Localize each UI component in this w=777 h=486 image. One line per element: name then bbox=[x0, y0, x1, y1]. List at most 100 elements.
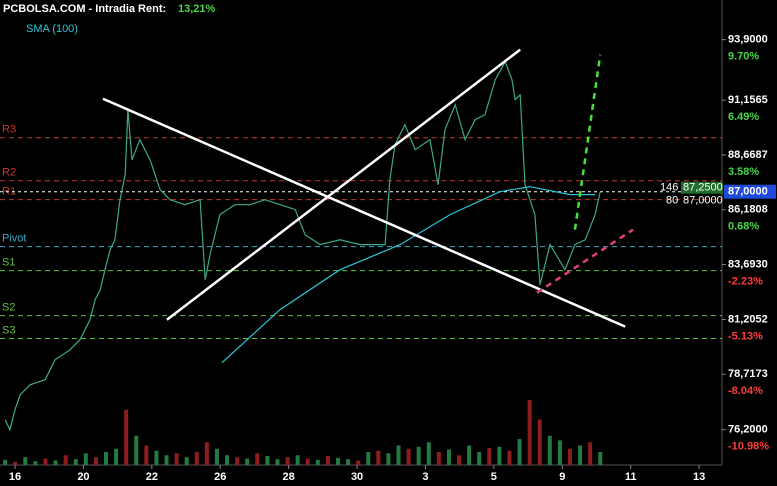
last-price-box bbox=[724, 184, 776, 199]
volume-bar bbox=[335, 457, 340, 465]
x-tick-label: 28 bbox=[283, 471, 295, 483]
ask-price: 87,0000 bbox=[683, 195, 723, 207]
y-tick-change: -8.04% bbox=[728, 385, 763, 397]
level-label: R3 bbox=[2, 124, 16, 136]
x-tick-label: 22 bbox=[146, 471, 158, 483]
trend-line bbox=[166, 48, 521, 321]
legend-entry: SMA (100) bbox=[26, 23, 78, 35]
y-tick-change: 6.49% bbox=[728, 111, 759, 123]
x-tick-label: 16 bbox=[9, 471, 21, 483]
volume-bar bbox=[73, 459, 78, 465]
volume-bar bbox=[93, 457, 98, 465]
y-tick-change: 9.70% bbox=[728, 51, 759, 63]
volume-bar bbox=[204, 442, 209, 465]
volume-bar bbox=[235, 457, 240, 465]
volume-bar bbox=[23, 457, 28, 465]
volume-bar bbox=[527, 400, 532, 465]
trend-line bbox=[573, 54, 602, 230]
volume-bar bbox=[214, 448, 219, 465]
volume-bar bbox=[537, 419, 542, 465]
volume-bar bbox=[124, 409, 129, 465]
y-tick-change: 0.68% bbox=[728, 221, 759, 233]
volume-bar bbox=[164, 455, 169, 465]
volume-bar bbox=[174, 453, 179, 465]
volume-bar bbox=[225, 455, 230, 465]
level-label: Pivot bbox=[2, 233, 26, 245]
volume-bar bbox=[103, 452, 108, 465]
volume-bar bbox=[507, 450, 512, 465]
volume-bar bbox=[557, 440, 562, 465]
bid-box bbox=[681, 181, 723, 194]
volume-bar bbox=[446, 449, 451, 465]
volume-bar bbox=[315, 459, 320, 465]
volume-bar bbox=[406, 448, 411, 465]
volume-bar bbox=[63, 455, 68, 465]
y-tick-label: 86,1808 bbox=[728, 204, 768, 216]
volume-bar bbox=[154, 450, 159, 465]
volume-bar bbox=[184, 457, 189, 465]
level-label: S3 bbox=[2, 324, 15, 336]
volume-bar bbox=[547, 435, 552, 465]
volume-bar bbox=[3, 459, 8, 465]
volume-bar bbox=[265, 455, 270, 465]
volume-bar bbox=[305, 458, 310, 465]
bid-size: 146 bbox=[660, 182, 678, 194]
volume-bar bbox=[53, 460, 58, 465]
level-label: S1 bbox=[2, 257, 15, 269]
volume-bar bbox=[275, 459, 280, 465]
x-tick-label: 11 bbox=[625, 471, 637, 483]
level-label: R1 bbox=[2, 186, 16, 198]
ask-size: 80 bbox=[666, 195, 678, 207]
series-line bbox=[221, 186, 596, 364]
x-tick-label: 20 bbox=[77, 471, 89, 483]
y-tick-label: 83,6930 bbox=[728, 259, 768, 271]
volume-bar bbox=[194, 452, 199, 465]
x-tick-label: 9 bbox=[559, 471, 565, 483]
volume-bar bbox=[366, 452, 371, 465]
volume-bar bbox=[578, 445, 583, 465]
volume-bar bbox=[396, 445, 401, 465]
volume-bar bbox=[33, 461, 38, 465]
volume-bar bbox=[467, 445, 472, 465]
volume-bar bbox=[457, 455, 462, 465]
trend-line bbox=[102, 97, 626, 328]
y-tick-change: -2.23% bbox=[728, 276, 763, 288]
chart-title: PCBOLSA.COM - Intradia Rent: bbox=[3, 3, 166, 15]
volume-bar bbox=[356, 460, 361, 465]
volume-bar bbox=[245, 458, 250, 465]
volume-bar bbox=[325, 455, 330, 465]
y-tick-change: -5.13% bbox=[728, 330, 763, 342]
volume-bar bbox=[285, 457, 290, 465]
volume-bar bbox=[436, 452, 441, 465]
volume-bar bbox=[134, 435, 139, 465]
volume-bar bbox=[295, 455, 300, 465]
x-tick-label: 5 bbox=[491, 471, 497, 483]
y-tick-change: 3.58% bbox=[728, 166, 759, 178]
x-tick-label: 3 bbox=[422, 471, 428, 483]
volume-bar bbox=[376, 450, 381, 465]
volume-bar bbox=[255, 453, 260, 465]
x-tick-label: 13 bbox=[693, 471, 705, 483]
y-tick-label: 93,9000 bbox=[728, 34, 768, 46]
volume-bar bbox=[416, 446, 421, 465]
volume-bar bbox=[477, 452, 482, 465]
volume-bar bbox=[497, 446, 502, 465]
volume-bar bbox=[386, 453, 391, 465]
volume-bar bbox=[487, 448, 492, 465]
chart-subtitle: 13,21% bbox=[178, 3, 216, 15]
y-tick-label: 88,6687 bbox=[728, 149, 768, 161]
volume-bar bbox=[43, 458, 48, 465]
volume-bar bbox=[83, 453, 88, 465]
trend-line bbox=[536, 228, 634, 294]
series-line bbox=[4, 60, 601, 432]
volume-bar bbox=[426, 442, 431, 465]
bid-price: 87,2500 bbox=[683, 182, 723, 194]
x-tick-label: 30 bbox=[351, 471, 363, 483]
level-label: R2 bbox=[2, 167, 16, 179]
x-tick-label: 26 bbox=[214, 471, 226, 483]
volume-bar bbox=[346, 459, 351, 465]
volume-bar bbox=[567, 448, 572, 465]
volume-bar bbox=[517, 439, 522, 465]
